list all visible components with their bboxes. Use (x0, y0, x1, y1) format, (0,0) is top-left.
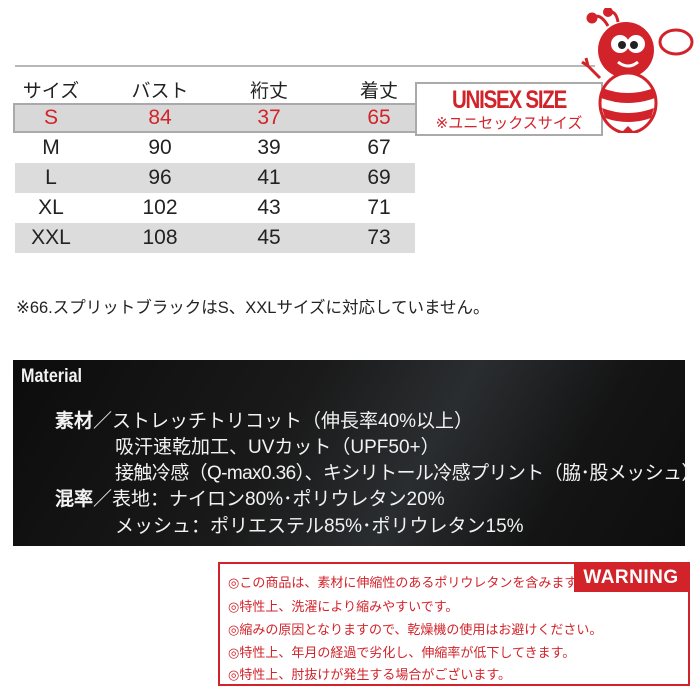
material-text: ストレッチトリコット（伸長率40%以上） (112, 411, 474, 432)
material-text: 吸汗速乾加工、UVカット（UPF50+） (115, 437, 440, 458)
unisex-title: UNISEX SIZE (451, 86, 567, 114)
material-line: 吸汗速乾加工、UVカット（UPF50+） (115, 432, 440, 459)
warning-box: WARNING ◎この商品は、素材に伸縮性のあるポリウレタンを含みます。 ◎特性… (218, 562, 690, 686)
cell: 41 (257, 166, 281, 189)
size-availability-note: ※66.スプリットブラックはS、XXLサイズに対応していません。 (16, 299, 490, 317)
table-row-l: L 96 41 69 (15, 163, 415, 193)
separator: ／ (93, 411, 113, 432)
material-panel: Material 素材／ストレッチトリコット（伸長率40%以上） 吸汗速乾加工、… (13, 360, 700, 546)
cell: 45 (257, 226, 281, 249)
cell: XXL (31, 226, 71, 249)
header-size: サイズ (22, 81, 80, 102)
table-row-s: S 84 37 65 (13, 103, 417, 133)
bee-mascot-icon (581, 8, 694, 133)
cell: 84 (148, 106, 172, 129)
cell: 65 (367, 106, 391, 129)
material-label: 混率 (55, 489, 94, 510)
cell: 102 (142, 196, 178, 219)
material-text: 表地：ナイロン80%･ポリウレタン20% (112, 489, 445, 510)
cell: 73 (367, 226, 391, 249)
table-header: サイズ バスト 裄丈 着丈 (15, 76, 415, 103)
cell: 67 (367, 136, 391, 159)
cell: XL (38, 196, 64, 219)
warning-item: ◎特性上、年月の経過で劣化し、伸縮率が低下してきます。 (228, 645, 576, 660)
cell: L (45, 166, 57, 189)
warning-label: WARNING (574, 564, 688, 592)
material-title: Material (21, 366, 83, 387)
cell: 37 (257, 106, 281, 129)
cell: 108 (142, 226, 178, 249)
size-table: サイズ バスト 裄丈 着丈 S 84 37 65 M 90 39 67 L 96… (13, 76, 417, 253)
divider (15, 65, 595, 67)
cell: 90 (148, 136, 172, 159)
header-length: 着丈 (359, 81, 399, 102)
unisex-size-badge: UNISEX SIZE ※ユニセックスサイズ (415, 82, 603, 136)
cell: 71 (367, 196, 391, 219)
cell: 96 (148, 166, 172, 189)
material-line: 素材／ストレッチトリコット（伸長率40%以上） (55, 406, 473, 433)
table-row-m: M 90 39 67 (15, 133, 415, 163)
cell: 69 (367, 166, 391, 189)
header-bust: バスト (131, 81, 189, 102)
warning-item: ◎縮みの原因となりますので、乾燥機の使用はお避けください。 (228, 622, 603, 637)
warning-item: ◎特性上、洗濯により縮みやすいです。 (228, 599, 459, 614)
separator: ／ (93, 489, 113, 510)
material-line: 接触冷感（Q-max0.36）、キシリトール冷感プリント（脇･股メッシュ） (115, 458, 700, 485)
warning-item: ◎この商品は、素材に伸縮性のあるポリウレタンを含みます。 (228, 575, 590, 590)
table-row-xxl: XXL 108 45 73 (15, 223, 415, 253)
cell: 43 (257, 196, 281, 219)
material-line: メッシュ：ポリエステル85%･ポリウレタン15% (115, 511, 524, 538)
warning-item: ◎特性上、肘抜けが発生する場合がございます。 (228, 667, 512, 682)
material-text: 接触冷感（Q-max0.36）、キシリトール冷感プリント（脇･股メッシュ） (115, 463, 700, 484)
material-label: 素材 (55, 411, 94, 432)
cell: S (43, 106, 59, 129)
material-line: 混率／表地：ナイロン80%･ポリウレタン20% (55, 484, 445, 511)
table-row-xl: XL 102 43 71 (15, 193, 415, 223)
unisex-subtitle: ※ユニセックスサイズ (435, 115, 583, 132)
cell: M (42, 136, 60, 159)
cell: 39 (257, 136, 281, 159)
material-text: メッシュ：ポリエステル85%･ポリウレタン15% (115, 516, 524, 537)
header-sleeve: 裄丈 (249, 81, 289, 102)
